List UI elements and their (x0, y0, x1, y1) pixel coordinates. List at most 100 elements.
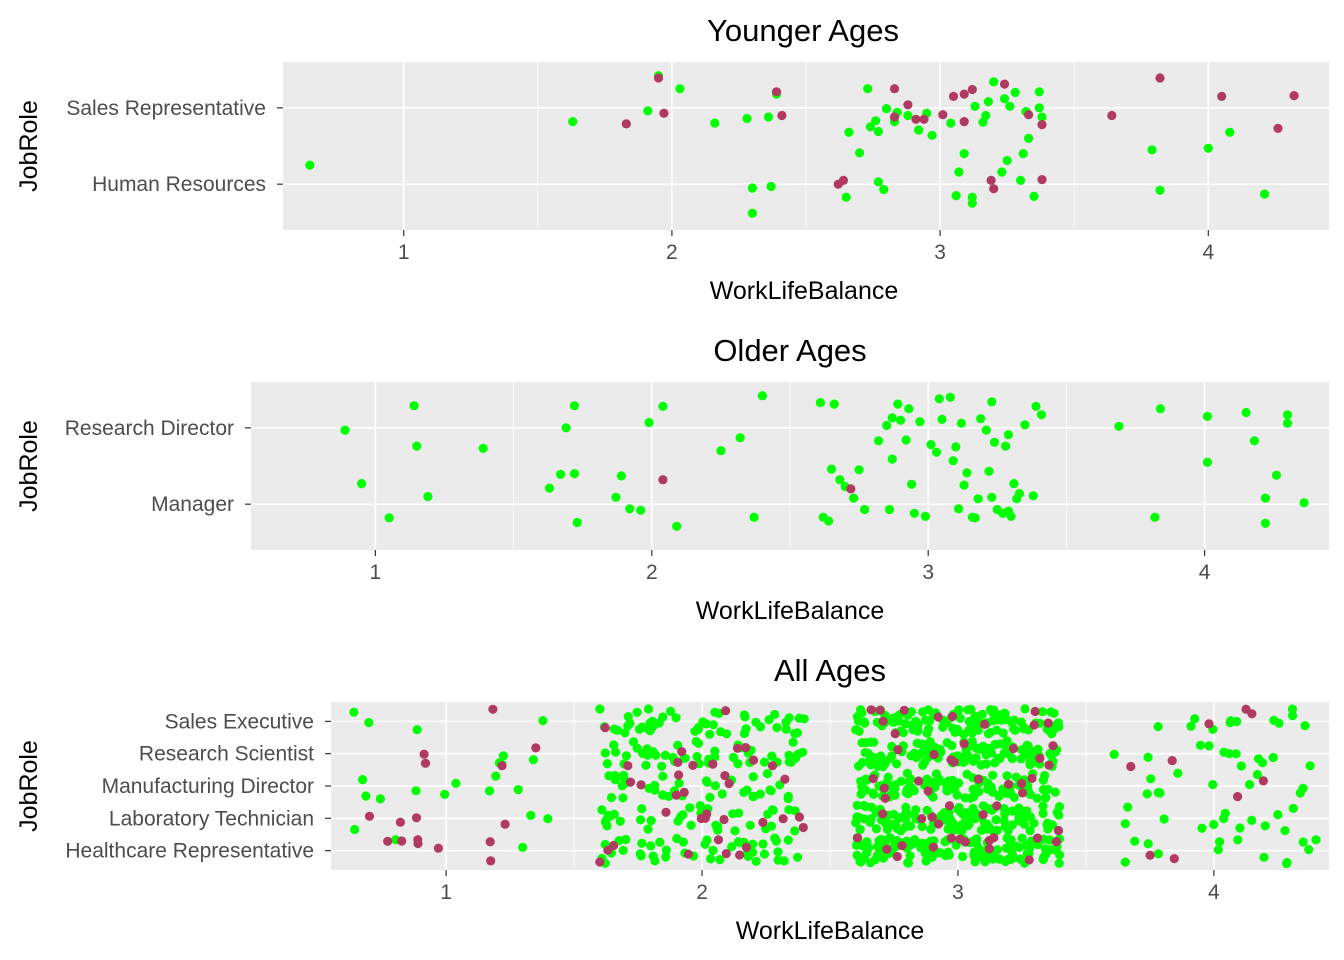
data-point (918, 760, 928, 771)
data-point (1029, 818, 1039, 828)
data-point (741, 842, 752, 853)
data-point (621, 751, 632, 761)
data-point (1258, 776, 1268, 786)
data-point (829, 399, 839, 409)
data-point (1041, 849, 1051, 859)
data-point (960, 837, 971, 847)
data-point (1123, 802, 1133, 812)
data-point (655, 837, 665, 847)
data-point (854, 726, 864, 736)
data-point (1208, 780, 1218, 790)
data-point (783, 835, 793, 845)
data-point (1043, 824, 1053, 834)
data-point (917, 821, 927, 832)
data-point (609, 840, 619, 851)
data-point (526, 810, 536, 821)
data-point (998, 728, 1008, 738)
data-point (556, 469, 566, 479)
data-point (1035, 753, 1045, 764)
data-point (865, 737, 876, 747)
data-point (637, 804, 647, 814)
data-point (956, 752, 966, 762)
data-point (884, 504, 895, 515)
data-point (793, 749, 803, 759)
data-point (742, 113, 752, 124)
data-point (1025, 752, 1035, 762)
data-point (765, 785, 775, 795)
data-point (1289, 91, 1299, 101)
data-point (1040, 793, 1050, 803)
data-points (305, 71, 1299, 218)
data-point (947, 740, 957, 751)
data-point (978, 810, 988, 820)
data-point (735, 838, 745, 848)
data-point (852, 800, 862, 811)
data-point (781, 724, 791, 734)
data-point (921, 856, 931, 866)
data-point (1153, 849, 1163, 859)
data-point (790, 826, 800, 836)
data-point (965, 724, 975, 734)
data-point (618, 793, 628, 803)
data-point (907, 783, 917, 793)
data-point (999, 708, 1009, 719)
data-point (1017, 788, 1028, 798)
data-point (882, 844, 892, 854)
data-point (878, 809, 888, 819)
data-point (637, 838, 647, 848)
data-point (713, 825, 723, 835)
y-tick-label: Research Director (65, 417, 234, 440)
data-point (1004, 779, 1014, 789)
data-point (748, 791, 758, 802)
data-point (893, 399, 903, 409)
data-point (919, 114, 929, 124)
data-point (959, 117, 969, 127)
data-point (1054, 858, 1064, 868)
x-axis-title: WorkLifeBalance (736, 917, 925, 945)
data-point (1032, 833, 1043, 843)
data-point (758, 839, 768, 849)
data-point (708, 845, 718, 856)
data-point (1043, 718, 1053, 728)
data-point (954, 778, 964, 788)
data-point (675, 84, 685, 94)
data-point (617, 781, 627, 791)
data-point (870, 855, 880, 865)
data-point (866, 705, 876, 715)
data-point (887, 454, 897, 464)
data-point (1260, 821, 1270, 831)
data-point (854, 812, 864, 822)
data-point (766, 821, 777, 831)
data-point (999, 816, 1009, 826)
data-point (943, 847, 953, 857)
data-point (951, 191, 961, 201)
x-tick-label: 1 (398, 241, 410, 264)
x-tick-label: 3 (952, 881, 964, 904)
data-point (926, 440, 936, 450)
x-tick-label: 2 (696, 881, 708, 904)
data-point (641, 760, 651, 770)
data-point (928, 842, 939, 852)
data-point (1305, 761, 1315, 771)
data-point (1282, 857, 1292, 868)
data-point (875, 705, 885, 715)
data-point (666, 706, 676, 716)
data-point (959, 149, 969, 159)
data-point (861, 774, 871, 784)
data-point (835, 475, 845, 485)
y-tick-label: Laboratory Technician (109, 807, 314, 830)
data-point (433, 843, 443, 853)
data-point (986, 782, 996, 792)
data-point (881, 104, 892, 114)
data-point (868, 788, 878, 798)
data-point (923, 786, 933, 796)
data-point (896, 776, 906, 786)
data-point (983, 97, 994, 107)
data-point (732, 743, 743, 753)
data-point (708, 759, 718, 769)
data-point (543, 814, 553, 824)
data-point (683, 849, 694, 859)
data-point (1233, 835, 1243, 845)
data-point (1011, 772, 1021, 782)
data-point (980, 719, 990, 730)
